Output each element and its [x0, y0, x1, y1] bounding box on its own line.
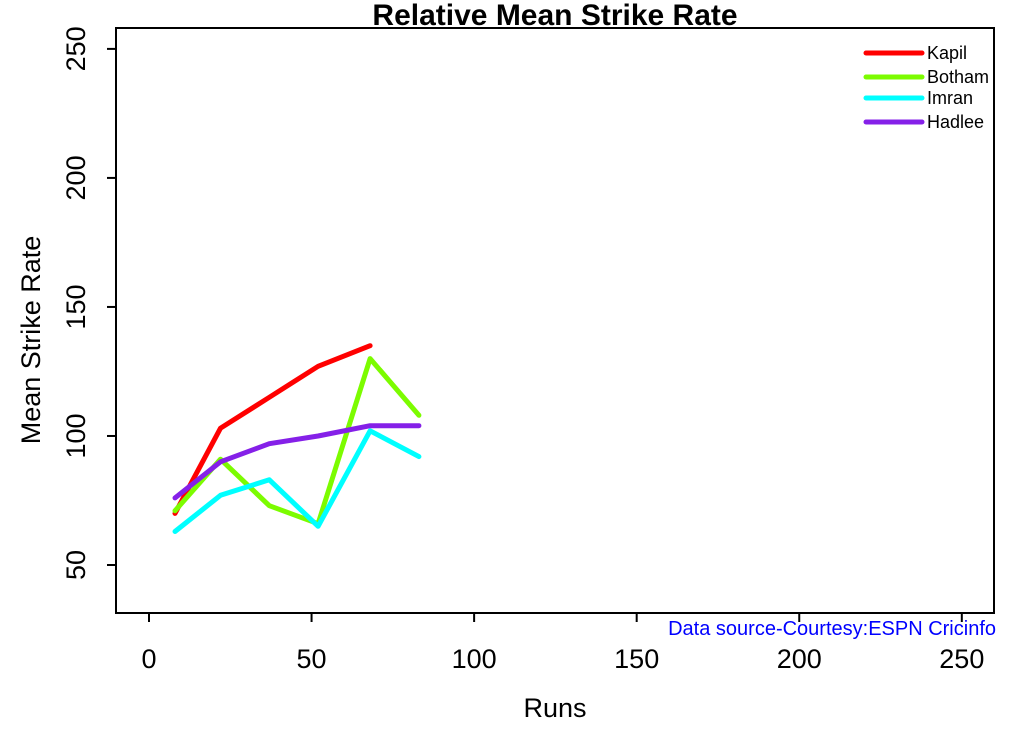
y-tick-label: 200 [61, 155, 91, 200]
series-line-imran [172, 428, 422, 534]
legend-label-imran: Imran [927, 88, 973, 108]
legend-label-botham: Botham [927, 67, 989, 87]
series-line-kapil [172, 343, 373, 516]
y-tick-label: 100 [61, 413, 91, 458]
x-tick-label: 200 [777, 644, 822, 674]
y-tick-label: 150 [61, 284, 91, 329]
series-line-hadlee [172, 423, 422, 501]
data-source-note: Data source-Courtesy:ESPN Cricinfo [668, 618, 996, 640]
chart-title: Relative Mean Strike Rate [372, 0, 738, 32]
x-tick-label: 50 [297, 644, 327, 674]
plot-box [115, 27, 995, 614]
x-axis-label: Runs [523, 693, 587, 723]
y-axis-label: Mean Strike Rate [16, 235, 46, 445]
y-tick-label: 250 [61, 26, 91, 71]
x-tick-label: 100 [452, 644, 497, 674]
x-tick-label: 250 [939, 644, 984, 674]
x-tick-label: 0 [141, 644, 156, 674]
y-tick-label: 50 [61, 550, 91, 580]
x-tick-label: 150 [614, 644, 659, 674]
legend-label-kapil: Kapil [927, 43, 967, 63]
legend-label-hadlee: Hadlee [927, 112, 984, 132]
